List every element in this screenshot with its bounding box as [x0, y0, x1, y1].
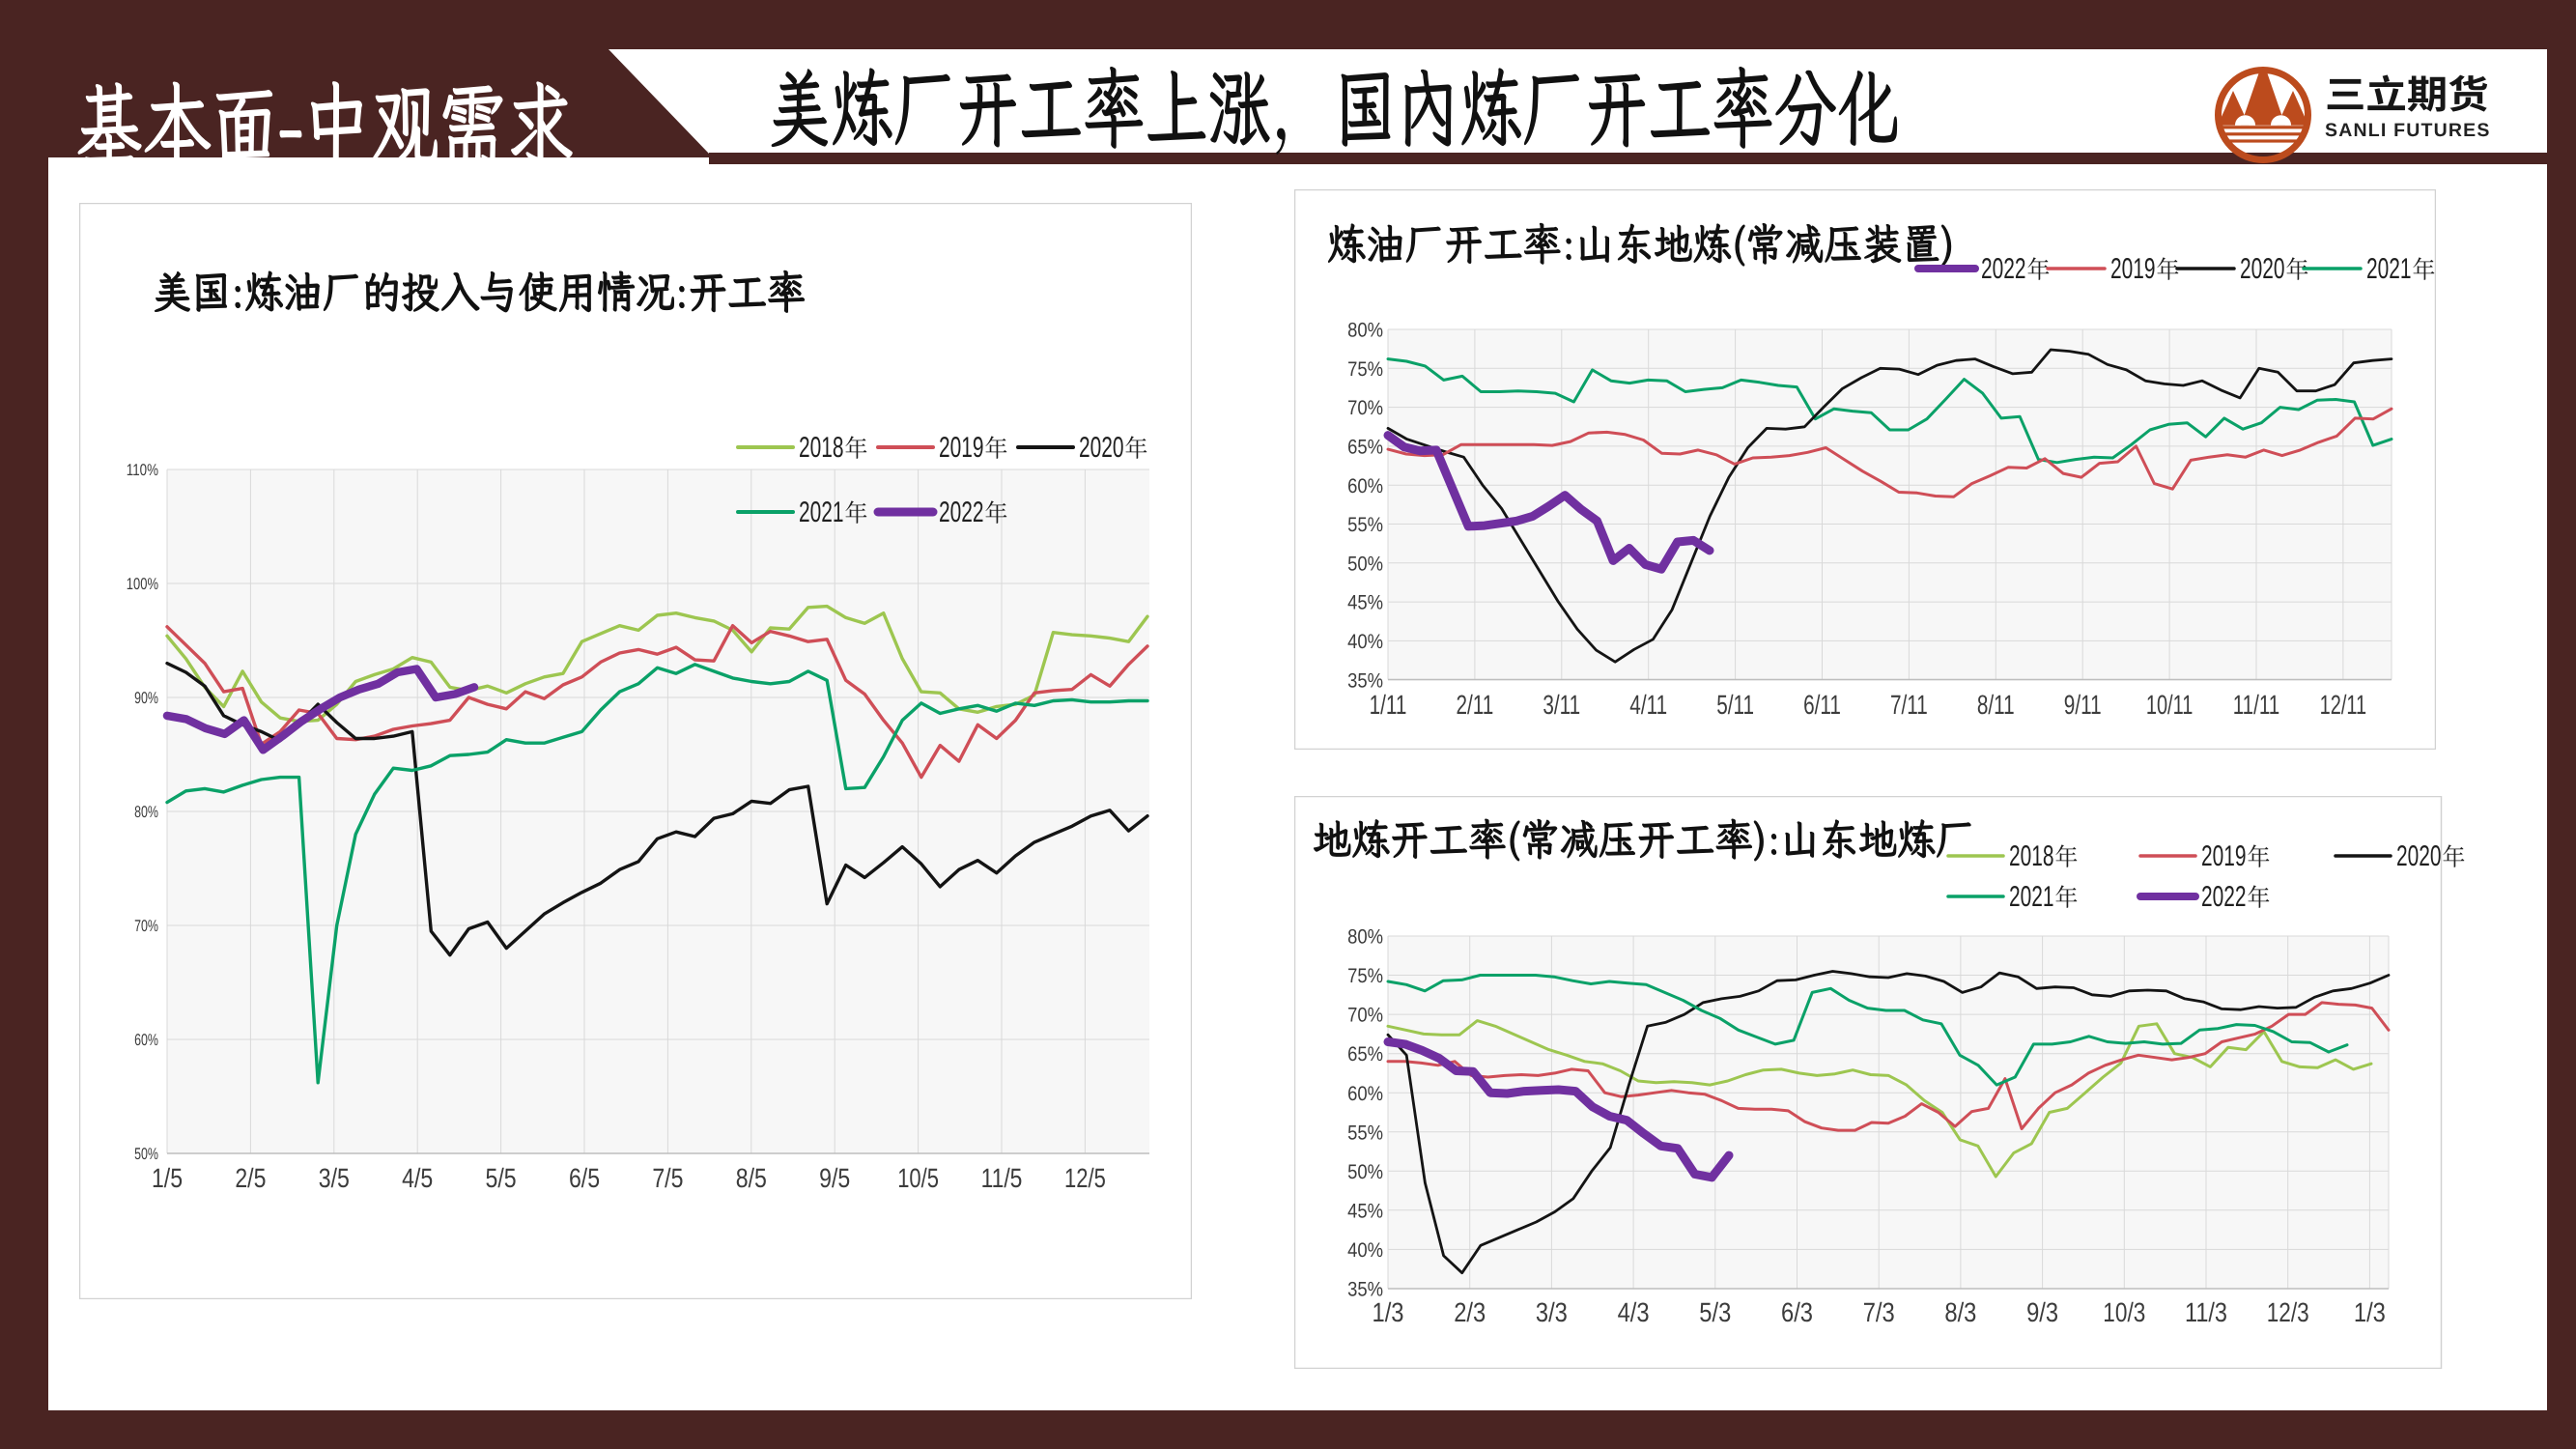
svg-text:3/11: 3/11 — [1543, 690, 1580, 720]
svg-text:60%: 60% — [134, 1031, 158, 1049]
svg-text:60%: 60% — [1347, 475, 1383, 497]
svg-text:80%: 80% — [1347, 926, 1383, 949]
svg-text:45%: 45% — [1347, 1200, 1383, 1222]
svg-text:40%: 40% — [1347, 1239, 1383, 1262]
svg-text:2022: 2022 — [939, 497, 984, 528]
svg-text:50%: 50% — [1347, 1161, 1383, 1183]
svg-text:12/5: 12/5 — [1064, 1163, 1106, 1193]
svg-text:10/11: 10/11 — [2146, 690, 2194, 720]
svg-text:2019: 2019 — [2201, 840, 2247, 872]
svg-text:2020: 2020 — [2396, 840, 2442, 872]
svg-text:3/5: 3/5 — [319, 1163, 350, 1193]
svg-text:35%: 35% — [1347, 1279, 1383, 1301]
svg-text:2022: 2022 — [1981, 253, 2026, 285]
svg-text:5/3: 5/3 — [1699, 1297, 1731, 1327]
svg-text:70%: 70% — [1347, 1005, 1383, 1027]
svg-text:55%: 55% — [1347, 514, 1383, 536]
svg-text:1/3: 1/3 — [1373, 1297, 1404, 1327]
svg-text:110%: 110% — [127, 461, 158, 479]
svg-text:7/5: 7/5 — [652, 1163, 683, 1193]
svg-text:3/3: 3/3 — [1536, 1297, 1568, 1327]
svg-text:2021: 2021 — [799, 497, 844, 528]
svg-text:8/5: 8/5 — [736, 1163, 767, 1193]
svg-text:80%: 80% — [134, 803, 158, 821]
svg-text:7/11: 7/11 — [1890, 690, 1928, 720]
svg-text:12/11: 12/11 — [2320, 690, 2367, 720]
svg-text:2020: 2020 — [2240, 253, 2285, 285]
svg-text:5/11: 5/11 — [1716, 690, 1754, 720]
svg-text:70%: 70% — [1347, 397, 1383, 419]
svg-text:4/5: 4/5 — [402, 1163, 433, 1193]
svg-text:4/11: 4/11 — [1629, 690, 1667, 720]
svg-text:2019: 2019 — [939, 432, 984, 464]
svg-text:1/11: 1/11 — [1370, 690, 1407, 720]
svg-text:8/3: 8/3 — [1944, 1297, 1976, 1327]
svg-text:2021: 2021 — [2009, 881, 2054, 913]
svg-text:7/3: 7/3 — [1863, 1297, 1895, 1327]
svg-text:6/3: 6/3 — [1781, 1297, 1813, 1327]
svg-text:65%: 65% — [1347, 437, 1383, 459]
svg-text:2018: 2018 — [799, 432, 844, 464]
svg-text:45%: 45% — [1347, 592, 1383, 614]
svg-text:9/5: 9/5 — [819, 1163, 850, 1193]
svg-text:9/3: 9/3 — [2026, 1297, 2058, 1327]
svg-text:SANLI FUTURES: SANLI FUTURES — [2325, 120, 2491, 141]
svg-text:4/3: 4/3 — [1618, 1297, 1650, 1327]
svg-text:90%: 90% — [134, 689, 158, 707]
svg-text:11/3: 11/3 — [2185, 1297, 2227, 1327]
svg-text:8/11: 8/11 — [1977, 690, 2015, 720]
svg-text:40%: 40% — [1347, 631, 1383, 653]
svg-text:2/5: 2/5 — [235, 1163, 266, 1193]
svg-text:65%: 65% — [1347, 1043, 1383, 1065]
svg-text:2019: 2019 — [2110, 253, 2156, 285]
svg-text:2/11: 2/11 — [1457, 690, 1494, 720]
svg-text:2018: 2018 — [2009, 840, 2054, 872]
svg-text:1/5: 1/5 — [152, 1163, 183, 1193]
svg-text:5/5: 5/5 — [486, 1163, 517, 1193]
svg-text:2022: 2022 — [2201, 881, 2247, 913]
svg-text:60%: 60% — [1347, 1083, 1383, 1105]
svg-text:9/11: 9/11 — [2064, 690, 2102, 720]
svg-text:2021: 2021 — [2366, 253, 2412, 285]
svg-text:11/11: 11/11 — [2233, 690, 2280, 720]
svg-text:6/5: 6/5 — [569, 1163, 600, 1193]
svg-text:2020: 2020 — [1079, 432, 1124, 464]
svg-text:80%: 80% — [1347, 320, 1383, 342]
svg-text:10/5: 10/5 — [897, 1163, 939, 1193]
svg-text:12/3: 12/3 — [2267, 1297, 2309, 1327]
svg-text:75%: 75% — [1347, 965, 1383, 987]
svg-text:11/5: 11/5 — [981, 1163, 1023, 1193]
svg-text:75%: 75% — [1347, 358, 1383, 381]
svg-text:50%: 50% — [1347, 553, 1383, 575]
svg-text:6/11: 6/11 — [1803, 690, 1841, 720]
svg-text:100%: 100% — [127, 575, 158, 593]
svg-text:70%: 70% — [134, 917, 158, 935]
svg-text:55%: 55% — [1347, 1122, 1383, 1144]
svg-text:2/3: 2/3 — [1454, 1297, 1486, 1327]
svg-text:10/3: 10/3 — [2103, 1297, 2145, 1327]
svg-text:35%: 35% — [1347, 669, 1383, 692]
svg-text:50%: 50% — [134, 1145, 158, 1163]
svg-text:1/3: 1/3 — [2354, 1297, 2386, 1327]
